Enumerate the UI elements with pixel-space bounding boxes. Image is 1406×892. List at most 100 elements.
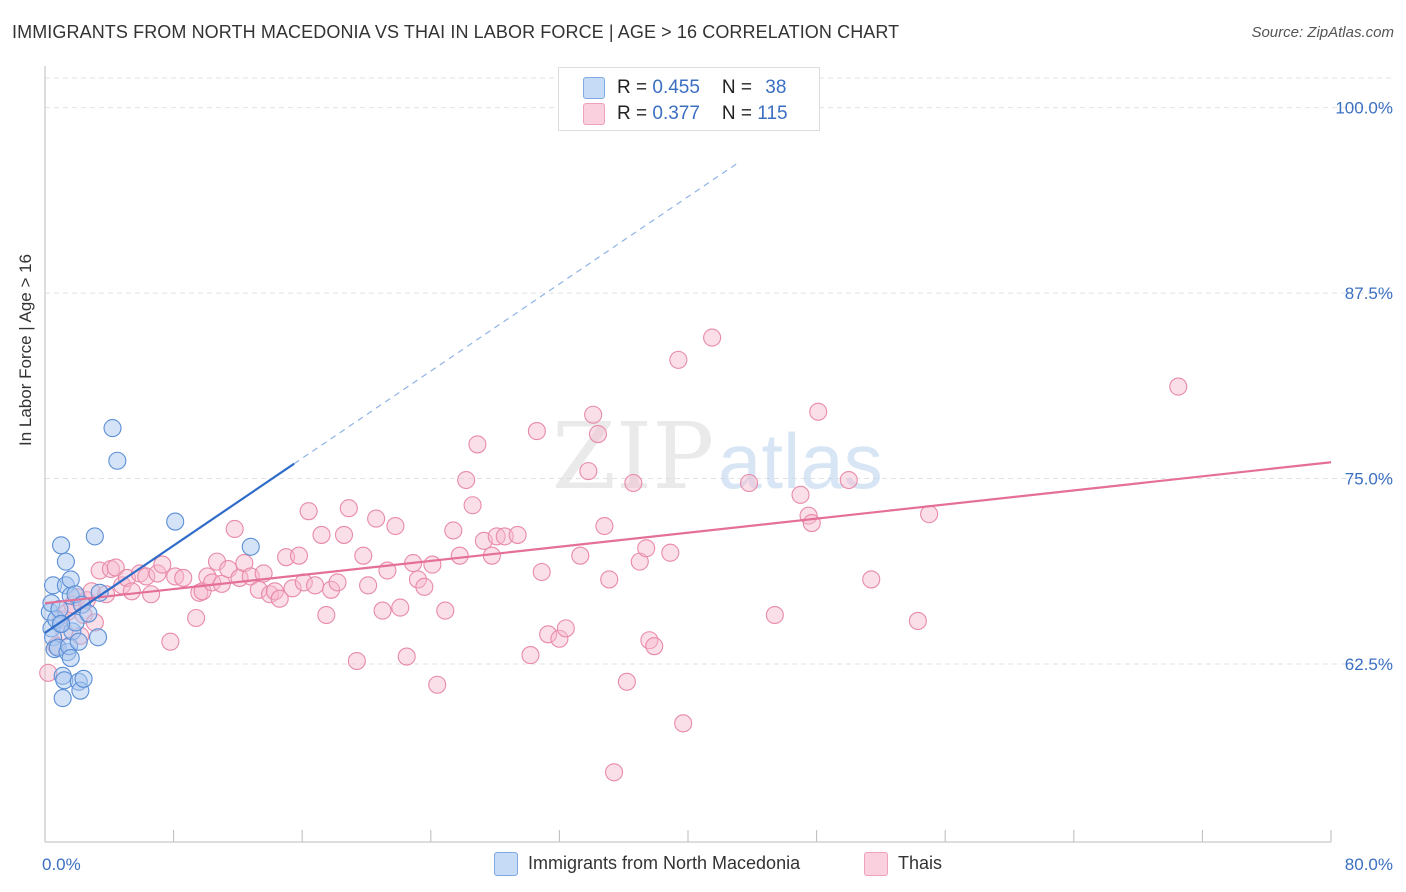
y-tick-label: 100.0%: [1335, 99, 1393, 118]
legend-n-value: 38: [765, 77, 787, 98]
legend-n-value: 115: [757, 103, 788, 124]
y-tick-label: 75.0%: [1345, 470, 1393, 489]
north-macedonia-trend-line: [44, 462, 295, 634]
thais-point: [436, 601, 455, 620]
thais-point: [640, 631, 659, 650]
watermark-zip: ZIP: [552, 403, 714, 510]
thais-point: [415, 577, 434, 596]
north-macedonia-point: [53, 689, 72, 708]
thais-point: [354, 546, 373, 565]
thais-point: [1169, 377, 1188, 396]
legend-r-label: R =: [617, 77, 653, 98]
thais-point: [312, 525, 331, 544]
thais-point: [791, 485, 810, 504]
thais-point: [391, 598, 410, 617]
bottom-legend-swatch-pink: [864, 852, 888, 876]
north-macedonia-point: [103, 419, 122, 438]
thais-point: [142, 585, 161, 604]
thais-point: [397, 647, 416, 666]
thais-point: [339, 499, 358, 518]
thais-point: [137, 567, 156, 586]
thais-point: [260, 585, 280, 604]
thais-point: [740, 473, 759, 493]
thais-point: [579, 462, 598, 481]
y-tick-label: 62.5%: [1345, 655, 1393, 674]
thais-point: [703, 328, 722, 347]
thais-point: [190, 583, 209, 602]
thais-point: [669, 350, 688, 369]
north-macedonia-point: [61, 648, 80, 668]
thais-point: [862, 570, 881, 589]
thais-point: [463, 496, 482, 515]
thais-point: [203, 573, 222, 592]
thais-point: [283, 579, 302, 598]
thais-point: [328, 573, 347, 592]
x-tick-label: 0.0%: [42, 855, 81, 874]
thais-point: [595, 516, 614, 536]
thais-point: [428, 675, 447, 694]
thais-point: [423, 555, 442, 574]
thais-point: [637, 539, 656, 558]
source-credit: Source: ZipAtlas.com: [1251, 24, 1394, 41]
thais-point: [334, 525, 354, 544]
thais-point: [153, 555, 172, 574]
thais-point: [908, 611, 927, 631]
thais-point: [508, 525, 527, 544]
thais-point: [289, 546, 309, 565]
thais-point: [450, 546, 469, 565]
thais-point: [809, 402, 828, 421]
thais-point: [207, 552, 227, 571]
bottom-legend-swatch-blue: [494, 852, 518, 876]
thais-point: [122, 582, 141, 601]
thais-point: [521, 646, 540, 665]
thais-point: [408, 570, 427, 589]
north-macedonia-point: [52, 536, 71, 555]
thais-point: [920, 505, 939, 524]
thais-point: [148, 564, 167, 583]
legend-r-label: R =: [617, 103, 653, 124]
bottom-legend-label: Immigrants from North Macedonia: [528, 853, 801, 873]
correlation-legend: R = 0.455 N = 38 R = 0.377 N = 115: [558, 67, 820, 131]
north-macedonia-point: [74, 669, 93, 688]
thais-point: [468, 435, 487, 454]
thais-point: [249, 580, 268, 599]
thais-point: [539, 625, 558, 644]
legend-swatch-pink: [583, 103, 605, 125]
watermark: ZIP atlas: [552, 403, 883, 510]
thais-point: [373, 601, 392, 620]
thais-point: [839, 470, 858, 490]
thais-trend-line: [44, 461, 1332, 605]
thais-point: [322, 580, 341, 599]
tick-labels: 62.5% 75.0% 87.5% 100.0% 0.0% 80.0%: [42, 99, 1393, 874]
thais-point: [532, 562, 551, 582]
north-macedonia-point: [108, 451, 127, 470]
thais-point: [174, 568, 193, 587]
thais-point: [617, 672, 636, 691]
legend-r-value: 0.455: [652, 77, 700, 98]
x-tick-label: 80.0%: [1345, 855, 1393, 874]
trend-lines: [44, 163, 1332, 634]
legend-swatch-blue: [583, 77, 605, 99]
thais-point: [765, 605, 784, 625]
bottom-legend-label: Thais: [898, 853, 943, 873]
thais-point: [386, 516, 405, 536]
thais-point: [225, 519, 244, 539]
thais-point: [187, 608, 206, 628]
thais-point: [347, 651, 366, 671]
thais-point: [674, 714, 693, 733]
thais-point: [457, 470, 476, 490]
thais-point: [588, 424, 608, 444]
thais-point: [571, 546, 590, 565]
thais-point: [661, 543, 680, 562]
north-macedonia-point: [241, 537, 260, 556]
thais-point: [600, 570, 619, 589]
north-macedonia-point: [88, 628, 108, 647]
legend-n-label: N =: [721, 77, 758, 98]
thais-point: [802, 513, 821, 533]
legend-r-value: 0.377: [652, 103, 700, 124]
north-macedonia-point: [166, 512, 185, 531]
thais-point: [317, 605, 336, 625]
north-macedonia-point: [56, 552, 75, 571]
north-macedonia-point: [79, 604, 98, 623]
